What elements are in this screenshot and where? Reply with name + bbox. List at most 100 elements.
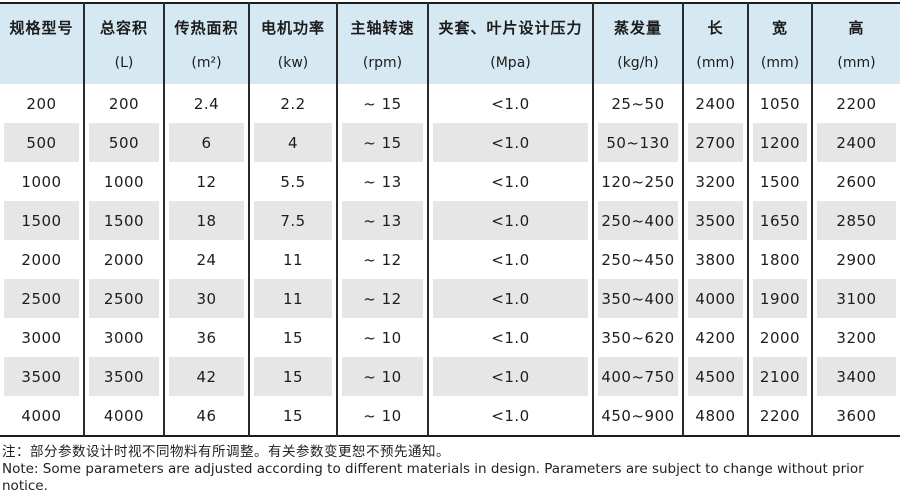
table-cell: 2000	[21, 250, 62, 269]
table-cell: <1.0	[427, 84, 593, 123]
table-cell: 2000	[83, 240, 164, 279]
table-cell: 400~750	[592, 357, 683, 396]
column-header-unit: (Mpa)	[490, 55, 531, 71]
table-cell: 30	[163, 279, 249, 318]
table-cell: 2200	[811, 84, 900, 123]
table-cell: 3100	[811, 279, 900, 318]
table-cell: ~ 10	[336, 357, 428, 396]
table-cell: 200	[83, 84, 164, 123]
table-cell: 11	[248, 240, 337, 279]
table-cell: ~ 15	[336, 123, 428, 162]
table-cell: 42	[163, 357, 249, 396]
table-cell: ~ 13	[336, 162, 428, 201]
table-cell: ~ 10	[336, 396, 428, 436]
table-cell: 2850	[811, 201, 900, 240]
column-header-unit: (mm)	[696, 55, 735, 71]
table-cell: <1.0	[427, 396, 593, 436]
table-cell: 46	[163, 396, 249, 436]
column-header-title: 主轴转速	[350, 19, 415, 37]
table-cell: 3400	[811, 357, 900, 396]
table-cell: 1500	[83, 201, 164, 240]
table-cell: ~ 12	[336, 279, 428, 318]
table-cell: <1.0	[427, 123, 593, 162]
table-cell: 1650	[747, 201, 812, 240]
column-header-unit	[2, 56, 81, 71]
table-cell: 1900	[747, 279, 812, 318]
table-cell: 2500	[0, 279, 84, 318]
column-header-unit: (mm)	[760, 55, 800, 71]
table-cell: <1.0	[427, 357, 593, 396]
table-cell: 3500	[83, 357, 164, 396]
column-header-title: 宽	[771, 19, 788, 37]
table-cell: 2400	[682, 84, 748, 123]
column-header-unit: (mm)	[837, 55, 876, 71]
table-cell: <1.0	[427, 162, 593, 201]
column-header: 蒸发量 (kg/h)	[592, 3, 683, 84]
table-cell: 1800	[747, 240, 812, 279]
table-row: 500 500 6 4 ~ 15 <1.0 50~130 2700 1200 2400	[0, 123, 900, 162]
table-cell: ~ 10	[336, 318, 428, 357]
column-header-unit: (L)	[114, 55, 134, 71]
table-cell: 18	[163, 201, 249, 240]
table-cell: 1050	[747, 84, 812, 123]
column-header-unit: (kg/h)	[617, 55, 659, 71]
table-row: 2000 2000 24 11 ~ 12 <1.0 250~450 3800 1800 2900	[0, 240, 900, 279]
table-cell: ~ 15	[336, 84, 428, 123]
table-cell: 6	[163, 123, 249, 162]
table-cell: 3200	[811, 318, 900, 357]
table-cell: 250~450	[592, 240, 683, 279]
table-cell: 3200	[682, 162, 748, 201]
table-header-row: 规格型号 总容积 (L) 传热面积 (m²) 电机功率 (kw) 主轴转速 (rpm) 夹套、叶片…	[0, 3, 900, 84]
column-header-title: 长	[707, 19, 724, 37]
column-header: 总容积 (L)	[83, 3, 164, 84]
column-header-title: 高	[848, 19, 865, 37]
table-cell: 2.4	[163, 84, 249, 123]
column-header: 高 (mm)	[811, 3, 900, 84]
column-header: 电机功率 (kw)	[248, 3, 337, 84]
column-header-unit: (m²)	[191, 55, 222, 71]
table-cell: 2000	[747, 318, 812, 357]
table-row: 4000 4000 46 15 ~ 10 <1.0 450~900 4800 2200 3600	[0, 396, 900, 436]
table-cell: 1000	[21, 172, 62, 191]
column-header-unit: (rpm)	[362, 55, 403, 71]
table-cell: 12	[163, 162, 249, 201]
table-cell: 24	[163, 240, 249, 279]
table-cell: <1.0	[427, 279, 593, 318]
table-cell: 2200	[747, 396, 812, 436]
table-cell: 3800	[682, 240, 748, 279]
table-row: 1500 1500 18 7.5 ~ 13 <1.0 250~400 3500 1650 2850	[0, 201, 900, 240]
table-cell: 15	[248, 396, 337, 436]
table-cell: 5.5	[248, 162, 337, 201]
table-cell: 4500	[682, 357, 748, 396]
table-cell: 2400	[811, 123, 900, 162]
table-cell: 2700	[682, 123, 748, 162]
column-header-title: 规格型号	[9, 19, 74, 37]
table-cell: 4800	[682, 396, 748, 436]
table-cell: 11	[248, 279, 337, 318]
table-cell: 2500	[83, 279, 164, 318]
table-cell: 50~130	[592, 123, 683, 162]
table-row: 1000 1000 12 5.5 ~ 13 <1.0 120~250 3200 1500 2600	[0, 162, 900, 201]
table-cell: 500	[83, 123, 164, 162]
table-cell: 4000	[21, 406, 62, 425]
column-header: 规格型号	[0, 3, 84, 84]
table-cell: 4	[248, 123, 337, 162]
column-header-title: 电机功率	[260, 19, 325, 37]
table-cell: 450~900	[592, 396, 683, 436]
table-cell: 7.5	[248, 201, 337, 240]
column-header: 传热面积 (m²)	[163, 3, 249, 84]
table-cell: 25~50	[592, 84, 683, 123]
column-header: 宽 (mm)	[747, 3, 812, 84]
table-cell: 1000	[83, 162, 164, 201]
table-cell: 250~400	[592, 201, 683, 240]
table-cell: 4200	[682, 318, 748, 357]
note-chinese: 注：部分参数设计时视不同物料有所调整。有关参数变更恕不预先通知。	[2, 444, 450, 460]
table-cell: 15	[248, 357, 337, 396]
table-cell: 200	[26, 94, 57, 113]
column-header-unit: (kw)	[277, 55, 309, 71]
column-header: 主轴转速 (rpm)	[336, 3, 428, 84]
table-cell: 3600	[811, 396, 900, 436]
column-header-title: 总容积	[99, 19, 148, 37]
table-cell: 500	[0, 123, 84, 162]
table-cell: 1200	[747, 123, 812, 162]
